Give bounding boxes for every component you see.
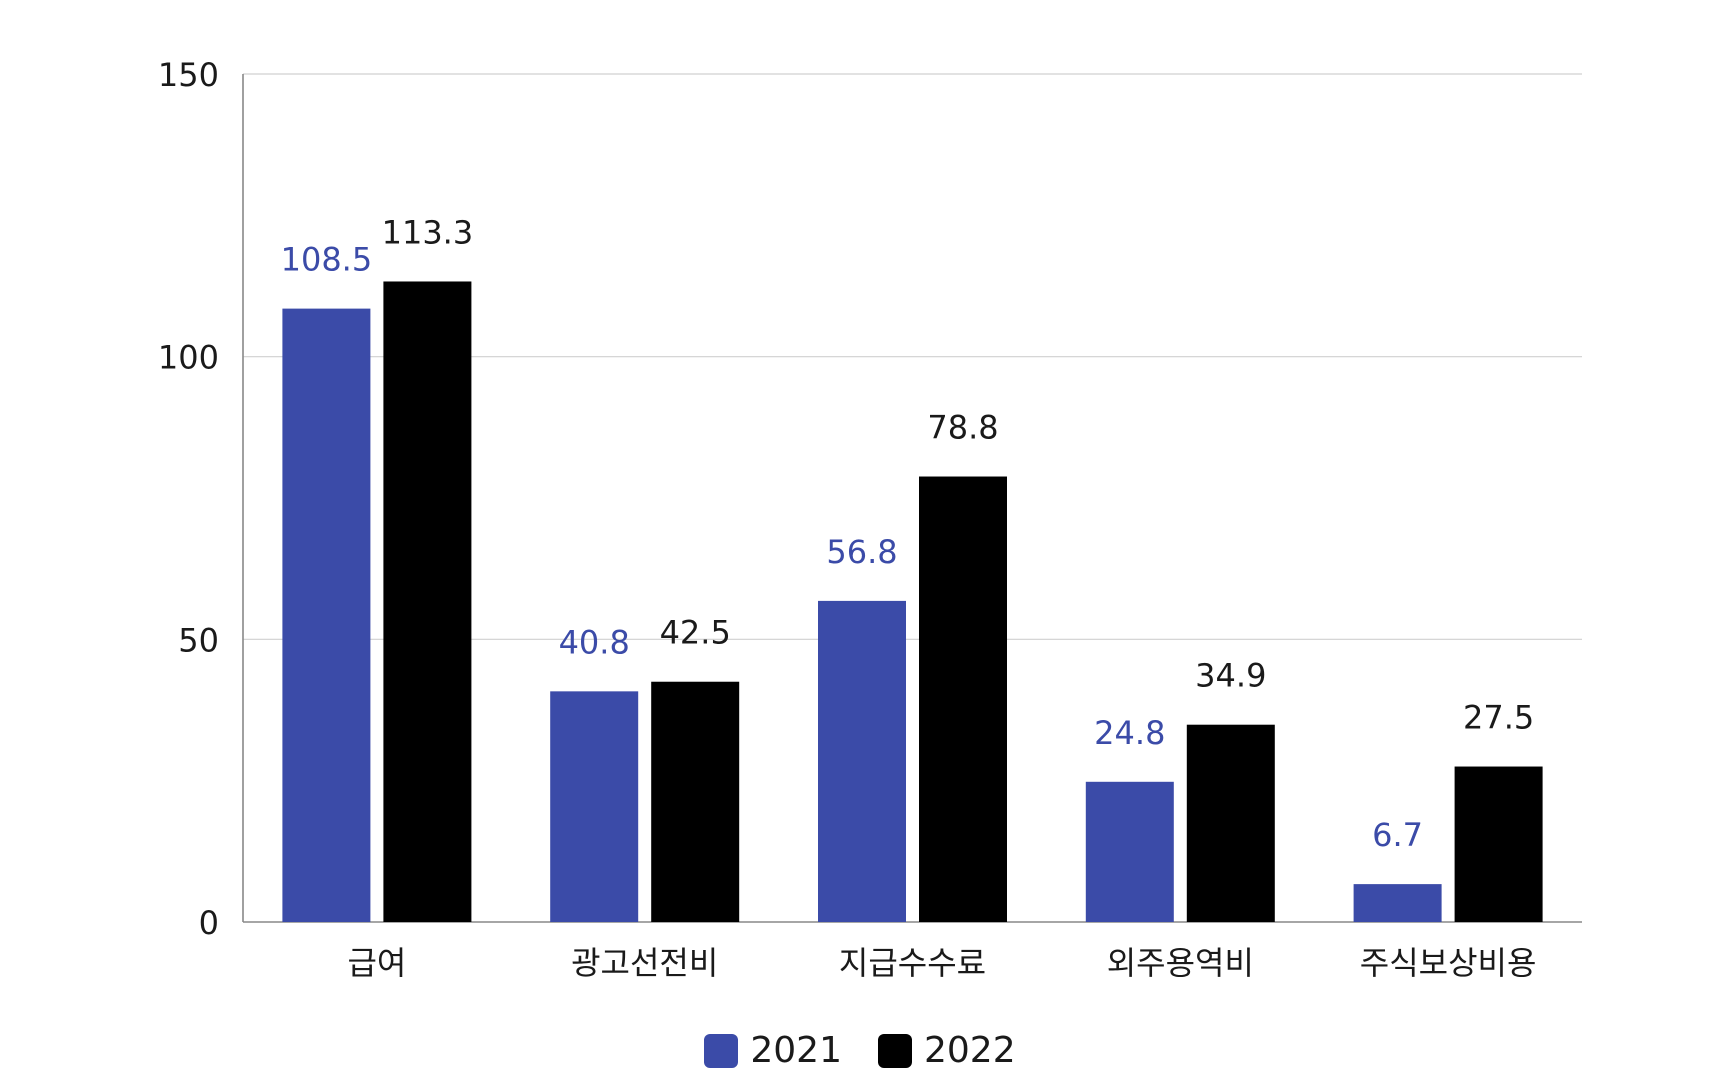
bar-2021-5 bbox=[1353, 884, 1442, 922]
x-tick-label: 주식보상비용 bbox=[1360, 944, 1537, 982]
data-label-2022-2: 42.5 bbox=[660, 614, 731, 652]
x-tick-label: 지급수수료 bbox=[839, 944, 986, 982]
bar-2021-4 bbox=[1085, 781, 1174, 922]
legend: 2021 2022 bbox=[0, 1030, 1720, 1071]
y-tick-label: 0 bbox=[199, 904, 219, 942]
data-label-2021-3: 56.8 bbox=[826, 533, 897, 571]
legend-label-2021: 2021 bbox=[750, 1030, 842, 1071]
x-tick-label: 외주용역비 bbox=[1107, 944, 1254, 982]
bar-2022-4 bbox=[1186, 724, 1275, 922]
bar-2021-1 bbox=[282, 308, 371, 922]
x-tick-label: 광고선전비 bbox=[571, 944, 718, 982]
data-label-2021-5: 6.7 bbox=[1372, 816, 1423, 854]
bar-2021-2 bbox=[550, 691, 639, 922]
y-tick-label: 50 bbox=[178, 621, 219, 659]
data-label-2021-4: 24.8 bbox=[1094, 714, 1165, 752]
data-label-2022-4: 34.9 bbox=[1195, 657, 1266, 695]
x-tick-label: 급여 bbox=[347, 944, 406, 982]
bar-2022-5 bbox=[1454, 766, 1543, 922]
data-label-2021-1: 108.5 bbox=[281, 241, 373, 279]
bar-2022-2 bbox=[651, 681, 740, 922]
bar-2021-3 bbox=[818, 600, 906, 922]
data-label-2022-1: 113.3 bbox=[382, 213, 474, 251]
bar-2022-1 bbox=[383, 281, 472, 923]
legend-swatch-2021 bbox=[704, 1033, 739, 1068]
legend-label-2022: 2022 bbox=[924, 1030, 1016, 1071]
data-label-2021-2: 40.8 bbox=[559, 623, 630, 661]
bar-2022-3 bbox=[919, 476, 1007, 922]
y-tick-label: 150 bbox=[158, 56, 219, 94]
legend-swatch-2022 bbox=[878, 1033, 912, 1068]
legend-item-2021: 2021 bbox=[704, 1030, 842, 1071]
legend-item-2022: 2022 bbox=[878, 1030, 1016, 1071]
data-label-2022-5: 27.5 bbox=[1463, 699, 1534, 737]
y-tick-label: 100 bbox=[158, 339, 219, 377]
data-label-2022-3: 78.8 bbox=[927, 409, 998, 447]
